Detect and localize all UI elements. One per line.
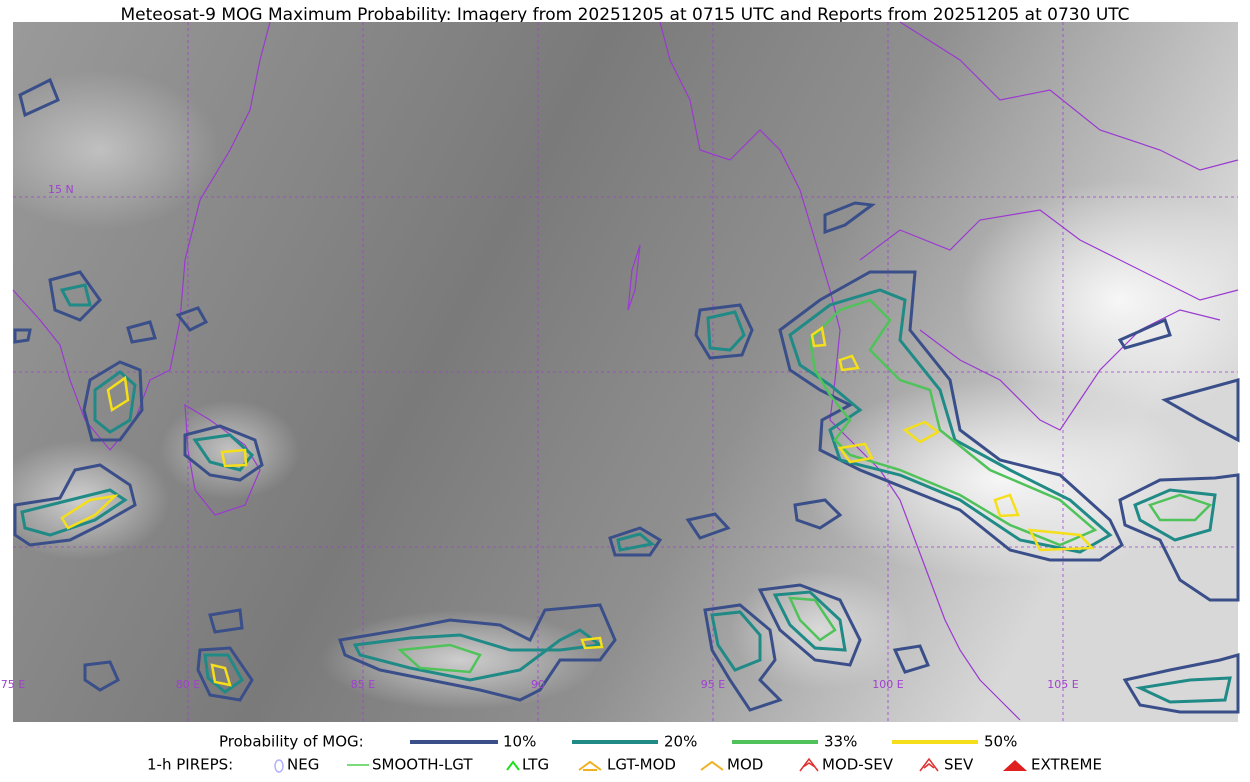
lon-label: 85 E <box>351 678 375 691</box>
lon-labels: 75 E 80 E 85 E 90 95 E 100 E 105 E <box>1 678 1079 691</box>
map-title: Meteosat-9 MOG Maximum Probability: Imag… <box>120 5 1129 25</box>
lon-label: 105 E <box>1047 678 1078 691</box>
legend-label: LGT-MOD <box>607 756 676 774</box>
pirep-icon <box>1003 760 1027 771</box>
legend-title: Probability of MOG: <box>219 733 364 751</box>
pirep-icon <box>919 757 939 772</box>
legend-label: SMOOTH-LGT <box>372 756 473 774</box>
legend-label: LTG <box>522 756 549 774</box>
lat-label: 15 N <box>48 183 74 196</box>
lon-label: 75 E <box>1 678 25 691</box>
pirep-icon <box>506 760 520 771</box>
pirep-icon <box>578 760 602 771</box>
pirep-icon <box>274 759 284 773</box>
legend-label: 50% <box>984 733 1017 751</box>
legend-label: 10% <box>503 733 536 751</box>
legend-label: EXTREME <box>1031 756 1102 774</box>
geo-labels: 15 N <box>48 183 74 196</box>
legend-label: SEV <box>944 756 974 774</box>
graticule <box>13 22 1238 722</box>
lon-label: 90 <box>531 678 545 691</box>
coastlines <box>12 21 1239 721</box>
lon-label: 95 E <box>701 678 725 691</box>
legend-label: 33% <box>824 733 857 751</box>
lon-label: 80 E <box>176 678 200 691</box>
legend-label: 20% <box>664 733 697 751</box>
legend-label: MOD <box>727 756 763 774</box>
lon-label: 100 E <box>872 678 903 691</box>
clouds <box>0 70 1250 710</box>
legend-label: MOD-SEV <box>822 756 894 774</box>
legend-label: NEG <box>287 756 319 774</box>
map: 15 N 75 E 80 E 85 E 90 95 E 100 E 105 E <box>0 21 1250 722</box>
legend: Probability of MOG: 10% 20% 33% 50% 1-h … <box>147 733 1102 774</box>
probability-contours <box>13 77 1240 714</box>
legend-title: 1-h PIREPS: <box>147 756 233 774</box>
pirep-icon <box>799 757 819 772</box>
pirep-icon <box>700 760 724 771</box>
